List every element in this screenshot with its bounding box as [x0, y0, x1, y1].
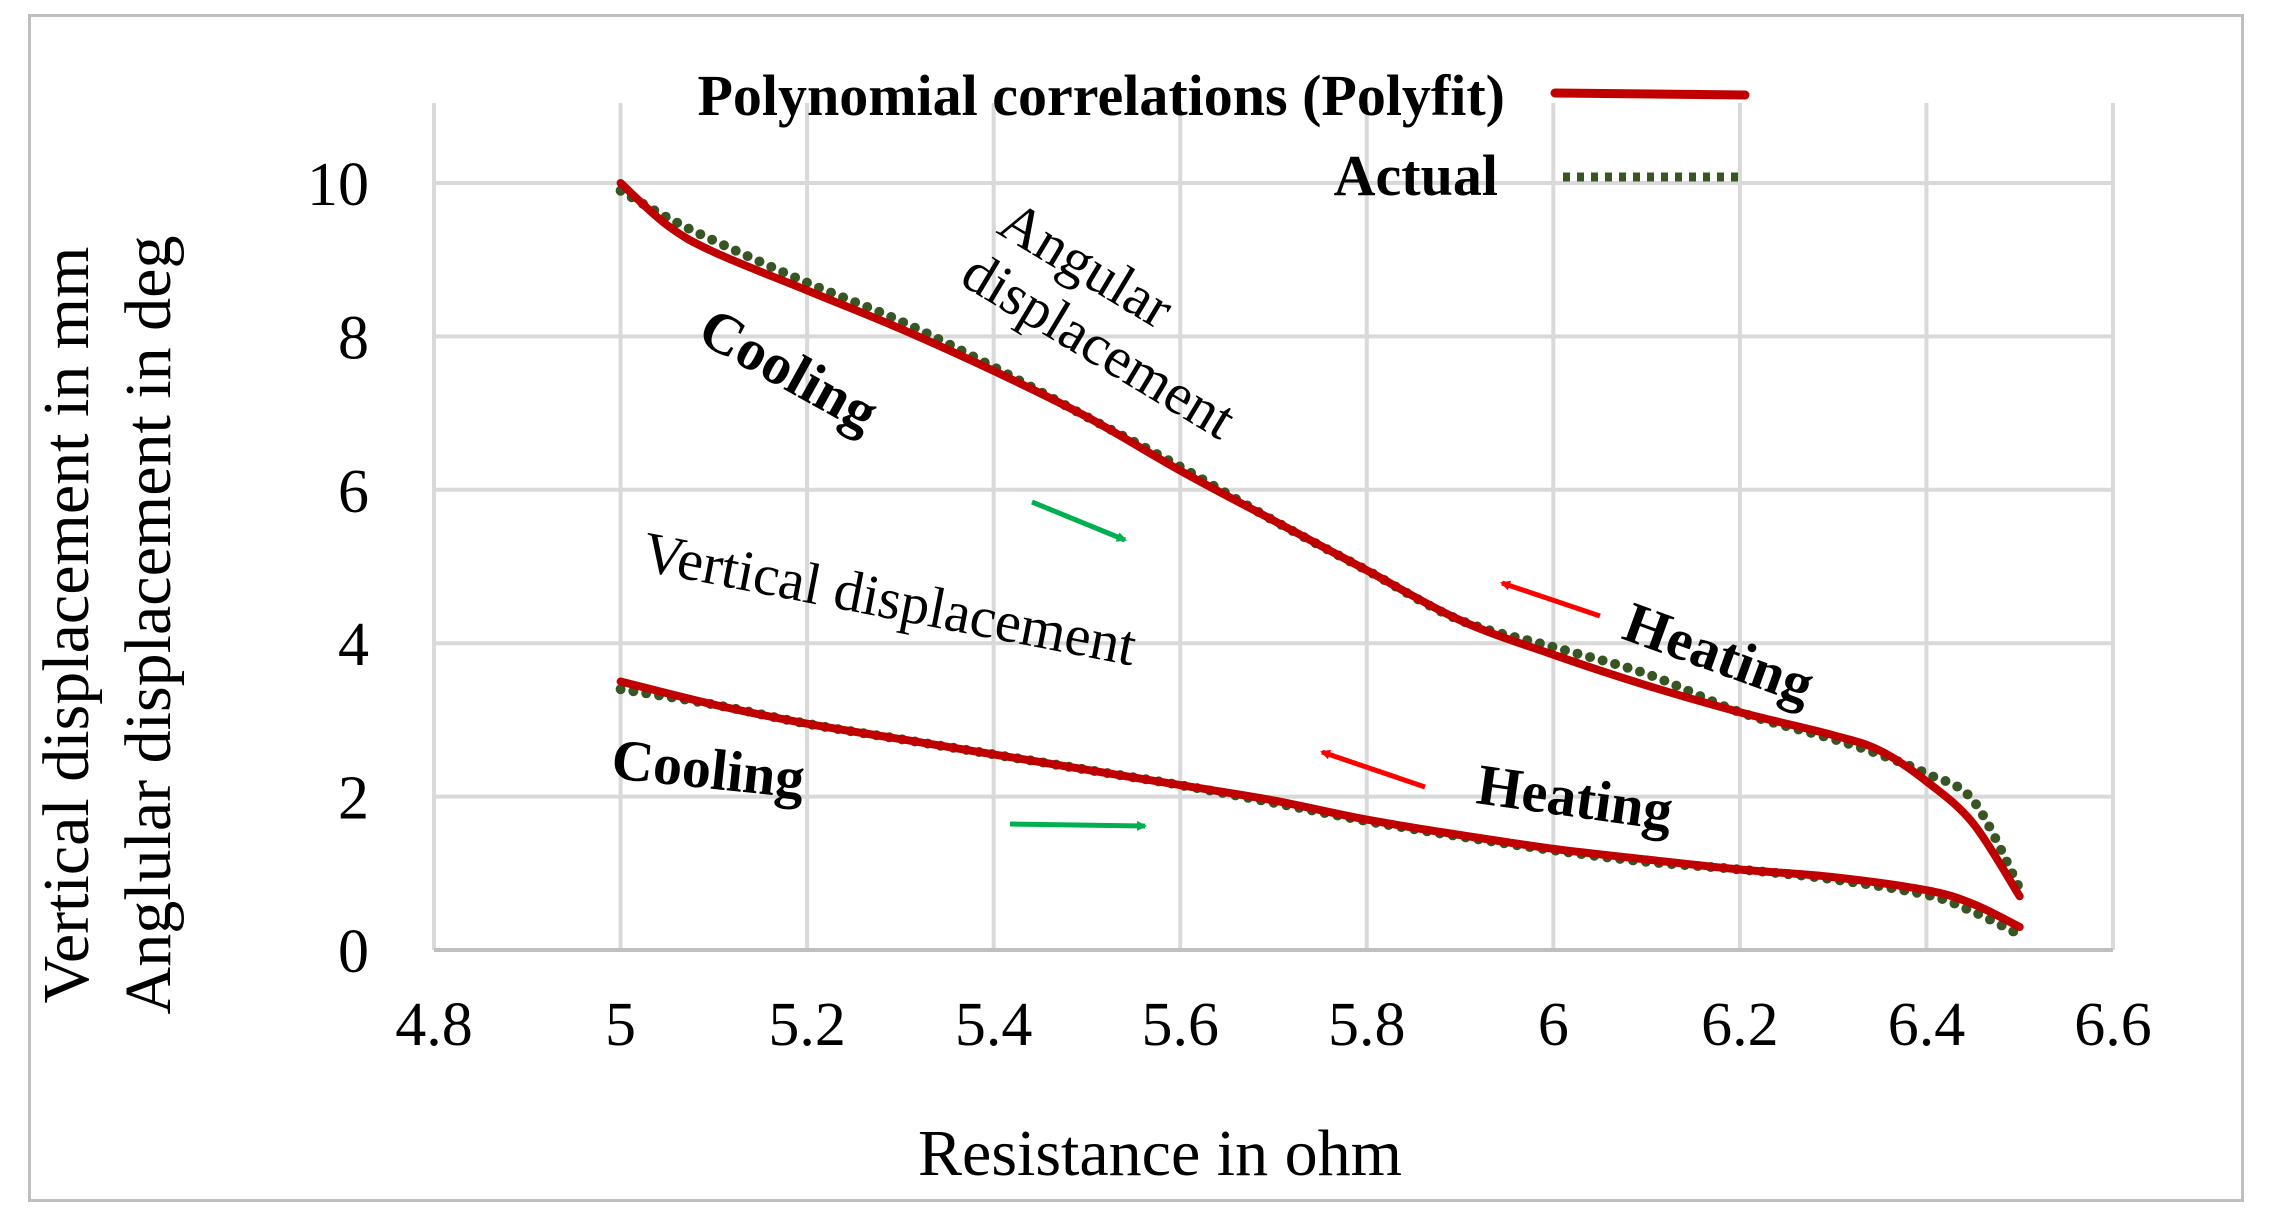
y-tick-label: 0 — [338, 918, 369, 986]
series-line-0 — [616, 179, 2024, 901]
x-tick-label: 6 — [1538, 991, 1569, 1059]
x-tick-label: 5.4 — [955, 991, 1033, 1059]
annotation-cooling-top: Cooling — [689, 295, 890, 446]
arrow-cooling-top — [1031, 499, 1127, 543]
series-line-2 — [616, 677, 2024, 931]
x-tick-label: 6.6 — [2074, 991, 2152, 1059]
y-tick-labels: 0 2 4 6 8 10 — [307, 151, 369, 986]
x-tick-label: 5.8 — [1328, 991, 1406, 1059]
x-axis-title: Resistance in ohm — [918, 1117, 1402, 1190]
arrow-cooling-bottom — [1009, 820, 1147, 831]
axes — [432, 103, 2113, 952]
x-tick-label: 6.4 — [1888, 991, 1966, 1059]
direction-arrows — [1009, 499, 1601, 831]
x-tick-label: 5 — [605, 991, 636, 1059]
y-axis-title-line-1: Vertical displacement in mm — [30, 247, 103, 1004]
y-axis-title-line-2: Anglular displacement in deg — [112, 236, 185, 1015]
series-group — [615, 179, 2025, 940]
legend-label-actual: Actual — [1334, 143, 1498, 208]
chart-frame — [28, 14, 2244, 1202]
legend-swatch-polyfit — [1550, 88, 1750, 100]
x-tick-label: 6.2 — [1701, 991, 1779, 1059]
y-tick-label: 10 — [307, 151, 369, 219]
legend: Polynomial correlations (Polyfit) Actual — [697, 63, 1750, 208]
y-tick-label: 4 — [338, 611, 369, 679]
x-tick-labels: 4.8 5 5.2 5.4 5.6 5.8 6 6.2 6.4 6.6 — [395, 991, 2152, 1059]
x-tick-label: 4.8 — [395, 991, 473, 1059]
legend-label-polyfit: Polynomial correlations (Polyfit) — [697, 63, 1505, 128]
annotation-vertical: Vertical displacement — [638, 519, 1142, 678]
annotation-heating-bottom: Heating — [1473, 752, 1677, 844]
x-tick-label: 5.2 — [768, 991, 846, 1059]
annotation-heating-top: Heating — [1616, 589, 1823, 717]
y-tick-label: 6 — [338, 458, 369, 526]
x-tick-label: 5.6 — [1141, 991, 1219, 1059]
y-tick-label: 8 — [338, 304, 369, 372]
y-tick-label: 2 — [338, 765, 369, 833]
arrow-heating-top — [1500, 580, 1601, 619]
series-line-1 — [615, 185, 2025, 894]
arrow-heating-bottom — [1320, 749, 1426, 790]
